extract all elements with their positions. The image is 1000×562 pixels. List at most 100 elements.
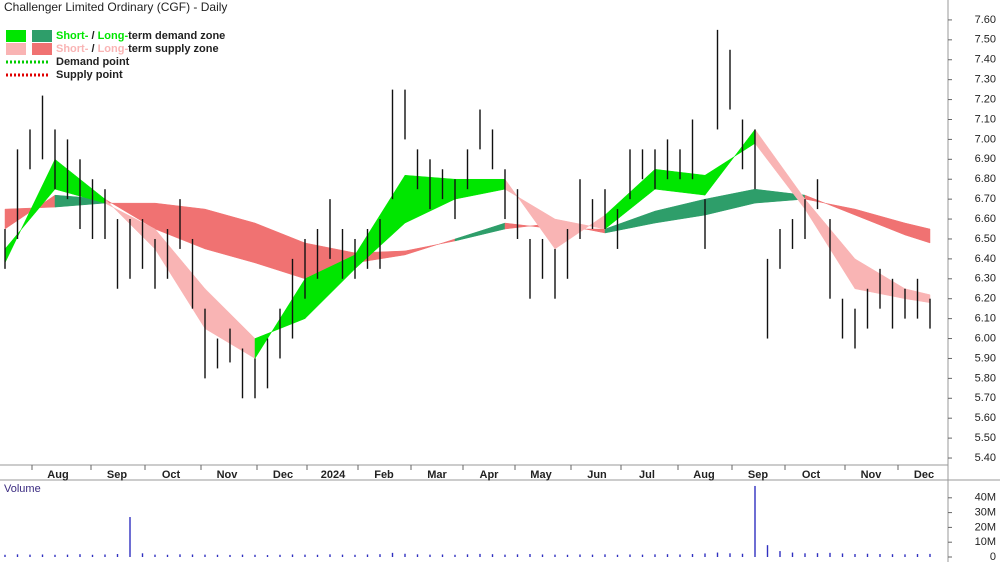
volume-tick-label: 40M — [975, 492, 996, 504]
volume-bar — [116, 554, 119, 557]
volume-bar — [516, 554, 519, 557]
legend-label-part: / — [88, 30, 97, 42]
legend-label-part: Short- — [56, 43, 89, 55]
volume-bar — [416, 554, 419, 557]
y-tick-label: 6.20 — [975, 293, 996, 305]
x-tick-label: Sep — [748, 469, 768, 481]
legend-label-part: / — [88, 43, 97, 55]
volume-bar — [479, 553, 481, 557]
volume-bar — [454, 554, 456, 557]
volume-bar — [141, 553, 144, 557]
volume-bar — [91, 554, 94, 557]
volume-bar — [166, 554, 169, 557]
y-tick-label: 7.50 — [975, 34, 996, 46]
volume-tick-label: 10M — [975, 536, 996, 548]
volume-bar — [716, 552, 719, 557]
y-tick-label: 6.30 — [975, 273, 996, 285]
y-tick-label: 6.10 — [975, 313, 996, 325]
legend-label: Supply point — [56, 69, 123, 81]
volume-bar — [916, 554, 919, 557]
y-tick-label: 7.30 — [975, 74, 996, 86]
volume-bar — [804, 553, 806, 557]
volume-bar — [41, 554, 44, 557]
y-tick-label: 6.40 — [975, 253, 996, 265]
volume-bar — [841, 553, 844, 557]
volume-bar — [179, 554, 181, 557]
legend-label-part: term supply zone — [128, 43, 218, 55]
volume-bar — [391, 552, 394, 557]
y-tick-label: 5.60 — [975, 412, 996, 424]
volume-bar — [54, 554, 56, 557]
volume-bar — [904, 554, 906, 557]
volume-bar — [29, 554, 31, 557]
legend-swatch — [6, 43, 26, 55]
volume-bar — [491, 554, 494, 557]
volume-bar — [341, 554, 344, 557]
volume-bar — [279, 554, 281, 557]
y-tick-label: 7.20 — [975, 93, 996, 105]
volume-bar — [879, 554, 881, 557]
volume-bar — [791, 552, 794, 557]
volume-bar — [191, 554, 194, 557]
y-tick-label: 5.50 — [975, 432, 996, 444]
volume-bar — [266, 555, 269, 557]
legend-label-part: Supply point — [56, 69, 123, 81]
volume-bar — [529, 554, 531, 557]
volume-bar — [254, 554, 256, 557]
volume-label: Volume — [4, 483, 41, 495]
volume-bar — [816, 553, 819, 557]
x-tick-label: Oct — [162, 469, 181, 481]
x-tick-label: Dec — [914, 469, 934, 481]
volume-bar — [291, 554, 294, 557]
volume-bar — [16, 554, 19, 557]
legend-swatch — [32, 43, 52, 55]
x-tick-label: Jul — [639, 469, 655, 481]
volume-bar — [929, 553, 931, 557]
legend-label-part: Demand point — [56, 56, 130, 68]
volume-bar — [741, 553, 744, 557]
volume-bar — [891, 554, 894, 557]
legend-label-part: Short- — [56, 30, 89, 42]
y-tick-label: 7.00 — [975, 133, 996, 145]
volume-bar — [554, 554, 556, 557]
legend-swatch — [6, 30, 26, 42]
volume-bar — [79, 554, 81, 557]
volume-bar — [766, 545, 769, 557]
y-tick-label: 6.70 — [975, 193, 996, 205]
long-term-zone — [904, 222, 931, 244]
x-tick-label: 2024 — [321, 469, 346, 481]
y-tick-label: 6.80 — [975, 173, 996, 185]
legend-label: Demand point — [56, 56, 130, 68]
y-tick-label: 5.40 — [975, 452, 996, 464]
x-tick-label: Nov — [861, 469, 883, 481]
volume-bar — [379, 554, 381, 557]
volume-bar — [204, 554, 206, 557]
x-tick-label: Jun — [587, 469, 607, 481]
volume-bar — [441, 554, 444, 557]
volume-bar — [466, 554, 469, 557]
volume-tick-label: 20M — [975, 521, 996, 533]
legend-label-part: Long- — [98, 43, 129, 55]
volume-bar — [504, 554, 506, 557]
volume-bar — [429, 554, 431, 557]
volume-bar — [629, 554, 631, 557]
y-tick-label: 6.50 — [975, 233, 996, 245]
volume-bar — [66, 554, 69, 557]
legend-swatch — [32, 30, 52, 42]
x-tick-label: Nov — [217, 469, 239, 481]
volume-bar — [829, 552, 831, 557]
chart-title: Challenger Limited Ordinary (CGF) - Dail… — [4, 0, 227, 14]
volume-bar — [729, 553, 731, 557]
volume-bar — [329, 554, 331, 557]
volume-bar — [691, 554, 694, 557]
x-tick-label: May — [530, 469, 552, 481]
y-tick-label: 5.90 — [975, 352, 996, 364]
y-tick-label: 7.40 — [975, 54, 996, 66]
y-tick-label: 6.00 — [975, 332, 996, 344]
x-tick-label: Apr — [480, 469, 500, 481]
volume-bar — [866, 553, 869, 557]
volume-bar — [4, 554, 6, 557]
volume-bar — [229, 554, 231, 557]
volume-bar — [854, 554, 856, 557]
volume-bar — [366, 554, 369, 557]
